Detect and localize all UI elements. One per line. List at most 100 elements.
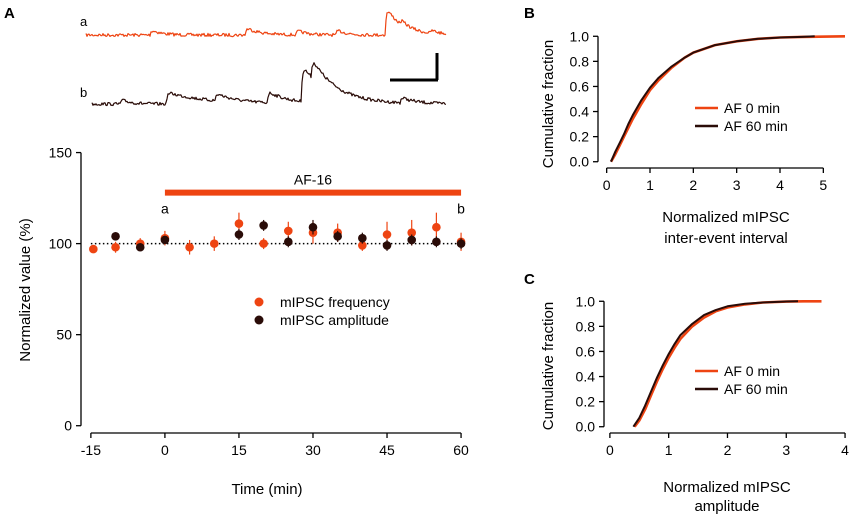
chart-a-axes: -15 0 15 30 45 60 0 50 100 150 xyxy=(49,145,469,458)
chart-b-x-tick-label: 3 xyxy=(733,177,741,193)
chart-b-x-tick-label: 0 xyxy=(603,177,611,193)
amplitude-point xyxy=(308,222,318,232)
legend-af0-label: AF 0 min xyxy=(724,100,780,116)
chart-b: 0 1 2 3 4 5 0.0 0.2 0.4 0.6 0.8 1.0 Cumulative frac… xyxy=(540,28,846,247)
chart-b-y-tick-label: 0.2 xyxy=(570,129,590,145)
chart-b-x-tick-label: 2 xyxy=(689,177,697,193)
legend-frequency-label: mIPSC frequency xyxy=(280,294,390,310)
panel-label-a: A xyxy=(4,5,15,22)
frequency-point xyxy=(407,228,417,237)
chart-b-y-tick-label: 1.0 xyxy=(570,28,590,44)
chart-a-x-tick-label: 45 xyxy=(379,442,395,458)
chart-b-y-tick-label: 0.8 xyxy=(570,53,590,69)
panel-label-b: B xyxy=(524,5,535,22)
chart-b-series-af60 xyxy=(610,35,815,163)
chart-b-y-tick-label: 0.4 xyxy=(570,104,590,120)
chart-a-x-tick-label: 0 xyxy=(161,442,169,458)
legend-af60-label: AF 60 min xyxy=(724,118,788,134)
example-traces: a b xyxy=(80,11,447,107)
chart-c-x-tick-label: 2 xyxy=(724,442,732,458)
amplitude-point xyxy=(111,232,120,241)
chart-c-y-tick-label: 0.4 xyxy=(576,369,596,385)
trace-b-line xyxy=(91,62,447,107)
frequency-point xyxy=(382,230,392,239)
chart-b-x-title-line2: inter-event interval xyxy=(664,230,787,247)
chart-a: -15 0 15 30 45 60 0 50 100 150 AF-16 a b Time (mi… xyxy=(17,145,469,498)
chart-a-x-tick-label: 30 xyxy=(305,442,321,458)
chart-a-x-tick-label: -15 xyxy=(81,442,101,458)
chart-b-series xyxy=(609,35,846,163)
chart-b-axes: 0 1 2 3 4 5 0.0 0.2 0.4 0.6 0.8 1.0 xyxy=(570,28,828,193)
frequency-point xyxy=(89,244,98,254)
amplitude-point xyxy=(456,239,466,248)
chart-a-y-title: Normalized value (%) xyxy=(17,218,34,361)
chart-a-y-tick-label: 0 xyxy=(64,418,72,434)
chart-c-legend: AF 0 min AF 60 min xyxy=(695,363,788,397)
legend-af60-label: AF 60 min xyxy=(724,381,788,397)
chart-c-y-tick-label: 0.6 xyxy=(576,343,596,359)
amplitude-point xyxy=(160,235,170,245)
frequency-point xyxy=(284,226,293,236)
chart-b-x-title-line1: Normalized mIPSC xyxy=(662,209,790,226)
frequency-point xyxy=(209,239,219,248)
trace-a-line xyxy=(85,11,447,38)
chart-c-x-tick-label: 0 xyxy=(606,442,614,458)
chart-c-y-tick-label: 0.0 xyxy=(576,419,596,435)
frequency-point xyxy=(358,241,367,250)
trace-label-a: a xyxy=(80,14,88,29)
amplitude-point xyxy=(358,233,367,243)
amplitude-point xyxy=(382,241,392,250)
chart-c-x-tick-label: 1 xyxy=(665,442,673,458)
chart-c-y-title: Cumulative fraction xyxy=(540,302,557,430)
chart-a-x-tick-label: 15 xyxy=(231,442,247,458)
chart-c: 0 1 2 3 4 0.0 0.2 0.4 0.6 0.8 1.0 Cumulative fract… xyxy=(540,293,849,515)
chart-a-x-tick-label: 60 xyxy=(453,442,469,458)
chart-b-x-tick-label: 1 xyxy=(646,177,654,193)
af16-drug-label: AF-16 xyxy=(294,172,332,188)
chart-c-y-tick-label: 1.0 xyxy=(576,293,596,309)
amplitude-point xyxy=(259,221,268,230)
chart-b-y-title: Cumulative fraction xyxy=(540,40,557,168)
chart-b-x-tick-label: 5 xyxy=(819,177,827,193)
legend-amplitude-label: mIPSC amplitude xyxy=(280,312,389,328)
chart-c-series xyxy=(632,300,822,428)
chart-b-y-tick-label: 0.0 xyxy=(570,154,590,170)
chart-a-data-points xyxy=(89,212,466,255)
amplitude-point xyxy=(407,235,417,245)
chart-c-axes: 0 1 2 3 4 0.0 0.2 0.4 0.6 0.8 1.0 xyxy=(576,293,850,458)
legend-af0-label: AF 0 min xyxy=(724,363,780,379)
chart-a-y-tick-label: 50 xyxy=(56,327,72,343)
chart-b-legend: AF 0 min AF 60 min xyxy=(695,100,788,134)
frequency-point xyxy=(259,239,268,248)
frequency-point xyxy=(111,242,120,252)
amplitude-point xyxy=(432,237,441,247)
chart-b-x-tick-label: 4 xyxy=(776,177,784,193)
chart-b-y-tick-label: 0.6 xyxy=(570,78,590,94)
chart-b-series-af0 xyxy=(609,35,846,163)
chart-a-y-tick-label: 150 xyxy=(49,145,73,161)
amplitude-point xyxy=(234,230,244,239)
time-marker-a: a xyxy=(161,201,169,217)
chart-a-y-tick-label: 100 xyxy=(49,236,73,252)
chart-c-x-title-line2: amplitude xyxy=(694,498,759,515)
chart-c-x-title-line1: Normalized mIPSC xyxy=(663,479,791,496)
chart-c-y-tick-label: 0.2 xyxy=(576,394,596,410)
panel-label-c: C xyxy=(524,271,535,288)
chart-c-y-tick-label: 0.8 xyxy=(576,318,596,334)
scale-bar xyxy=(390,53,439,82)
chart-c-series-af60 xyxy=(632,300,799,428)
time-marker-b: b xyxy=(457,201,465,217)
frequency-point xyxy=(185,242,194,252)
frequency-point xyxy=(234,219,244,228)
legend-amplitude-marker xyxy=(254,315,264,325)
amplitude-point xyxy=(135,242,145,252)
trace-label-b: b xyxy=(80,85,87,100)
legend-frequency-marker xyxy=(254,297,264,307)
chart-c-x-tick-label: 3 xyxy=(782,442,790,458)
chart-c-x-tick-label: 4 xyxy=(841,442,849,458)
amplitude-point xyxy=(284,237,293,247)
amplitude-point xyxy=(333,232,342,241)
frequency-point xyxy=(432,222,441,232)
chart-a-x-title: Time (min) xyxy=(231,481,302,498)
